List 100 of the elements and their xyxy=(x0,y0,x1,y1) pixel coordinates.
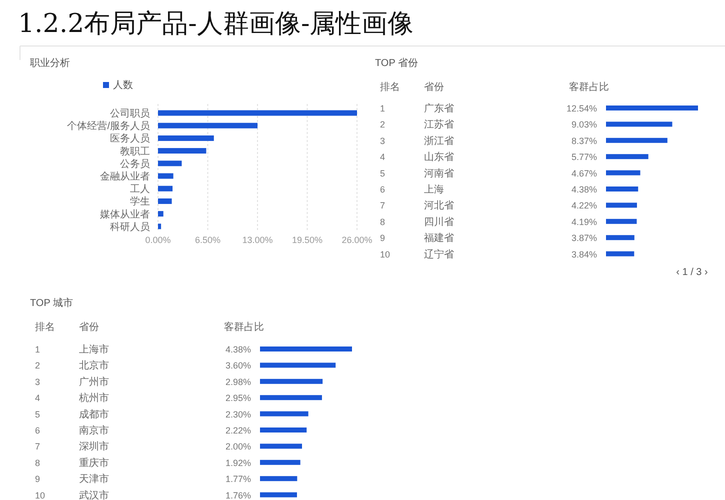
bar xyxy=(260,362,336,368)
data-label: 12.54% xyxy=(566,104,597,114)
text: TOP 城市 xyxy=(30,297,73,309)
text: TOP 省份 xyxy=(375,57,418,69)
bar xyxy=(158,198,172,204)
data-label: 4.38% xyxy=(571,184,597,194)
text: 排名 xyxy=(35,321,55,333)
y-axis-title: 省份 xyxy=(79,321,99,333)
text: 排名 xyxy=(380,81,400,93)
x-tick-label: 19.50% xyxy=(292,235,323,245)
text: 8 xyxy=(35,458,40,468)
y-tick-label: 金融从业者 xyxy=(100,170,150,182)
text: 4 xyxy=(380,152,386,162)
data-label: 4.22% xyxy=(571,200,597,211)
bar xyxy=(260,476,298,482)
text: 6 xyxy=(35,426,40,436)
y-tick-label: 成都市 xyxy=(79,408,109,420)
y-tick-label: 福建省 xyxy=(424,232,454,244)
y-tick-label: 科研人员 xyxy=(110,220,150,233)
data-label: 1.77% xyxy=(225,474,251,484)
x-axis-title: 客群占比 xyxy=(569,81,609,93)
y-axis-title: 省份 xyxy=(424,81,444,93)
text: 1 xyxy=(380,104,386,114)
text: 8 xyxy=(380,216,386,227)
bar xyxy=(158,148,206,154)
x-tick-label: 0.00% xyxy=(145,235,171,245)
text: 9 xyxy=(380,233,386,244)
y-tick-label: 杭州市 xyxy=(78,392,109,404)
bar xyxy=(158,224,162,230)
y-tick-label: 山东省 xyxy=(424,151,454,164)
data-label: 4.67% xyxy=(571,168,597,178)
y-tick-label: 个体经营/服务人员 xyxy=(67,120,150,132)
data-label: 1.76% xyxy=(225,490,251,500)
bar xyxy=(158,135,214,141)
bar xyxy=(260,428,307,432)
x-tick-label: 26.00% xyxy=(342,235,372,245)
text: 9 xyxy=(35,474,40,484)
text: 5 xyxy=(380,168,386,178)
bar xyxy=(260,346,352,352)
data-label: 4.38% xyxy=(225,344,251,354)
bar xyxy=(606,202,637,208)
data-label: 4.19% xyxy=(571,216,597,227)
legend-label: 人数 xyxy=(113,80,133,91)
data-label: 3.87% xyxy=(571,233,597,244)
y-tick-label: 学生 xyxy=(130,196,150,208)
y-tick-label: 上海市 xyxy=(79,344,109,356)
y-tick-label: 教职工 xyxy=(120,146,150,158)
bar xyxy=(158,173,174,179)
data-label: 3.84% xyxy=(571,249,597,260)
text: 5 xyxy=(35,409,40,420)
bar xyxy=(260,492,297,498)
bar xyxy=(260,378,323,384)
bar xyxy=(260,411,308,416)
y-tick-label: 媒体从业者 xyxy=(100,208,150,220)
y-tick-label: 河南省 xyxy=(424,167,454,180)
text: 职业分析 xyxy=(30,57,70,69)
bar xyxy=(606,218,637,224)
text: 2 xyxy=(380,120,386,130)
text: 3 xyxy=(35,376,40,387)
y-tick-label: 重庆市 xyxy=(79,456,109,469)
bar xyxy=(606,122,672,127)
text: 1.2.2布局产品-人群画像-属性画像 xyxy=(18,9,414,39)
text: 1 xyxy=(35,344,40,354)
text: 7 xyxy=(35,442,40,452)
data-label: 9.03% xyxy=(571,120,597,130)
y-tick-label: 公司职员 xyxy=(110,108,150,120)
y-tick-label: 四川省 xyxy=(424,216,454,228)
bar xyxy=(158,160,182,166)
y-tick-label: 河北省 xyxy=(424,200,454,212)
data-label: 5.77% xyxy=(571,152,597,162)
text: 10 xyxy=(35,490,46,500)
text: 7 xyxy=(380,200,386,211)
text: 4 xyxy=(35,393,40,404)
bar xyxy=(606,138,668,143)
y-tick-label: 医务人员 xyxy=(110,132,150,145)
y-tick-label: 广东省 xyxy=(424,102,454,114)
y-tick-label: 辽宁省 xyxy=(424,248,454,260)
data-label: 2.00% xyxy=(225,442,251,452)
text: 10 xyxy=(380,249,390,260)
data-label: 3.60% xyxy=(225,360,251,371)
y-tick-label: 上海 xyxy=(424,184,444,196)
bar xyxy=(158,110,357,116)
bar xyxy=(606,170,640,176)
bar xyxy=(606,106,698,110)
y-tick-label: 深圳市 xyxy=(79,440,109,453)
x-axis-title: 客群占比 xyxy=(224,321,264,333)
text: 6 xyxy=(380,184,386,194)
bar xyxy=(158,122,258,128)
y-tick-label: 江苏省 xyxy=(424,118,454,131)
y-tick-label: 公务员 xyxy=(120,158,150,170)
bar xyxy=(260,444,302,449)
bar xyxy=(158,211,164,217)
data-label: 1.92% xyxy=(225,458,251,468)
data-label: 2.30% xyxy=(225,409,251,420)
y-tick-label: 浙江省 xyxy=(424,134,454,147)
y-tick-label: 工人 xyxy=(130,184,150,196)
text: 3 xyxy=(380,136,386,146)
data-label: 2.98% xyxy=(225,376,251,387)
bar xyxy=(158,186,173,192)
y-tick-label: 天津市 xyxy=(79,473,109,486)
